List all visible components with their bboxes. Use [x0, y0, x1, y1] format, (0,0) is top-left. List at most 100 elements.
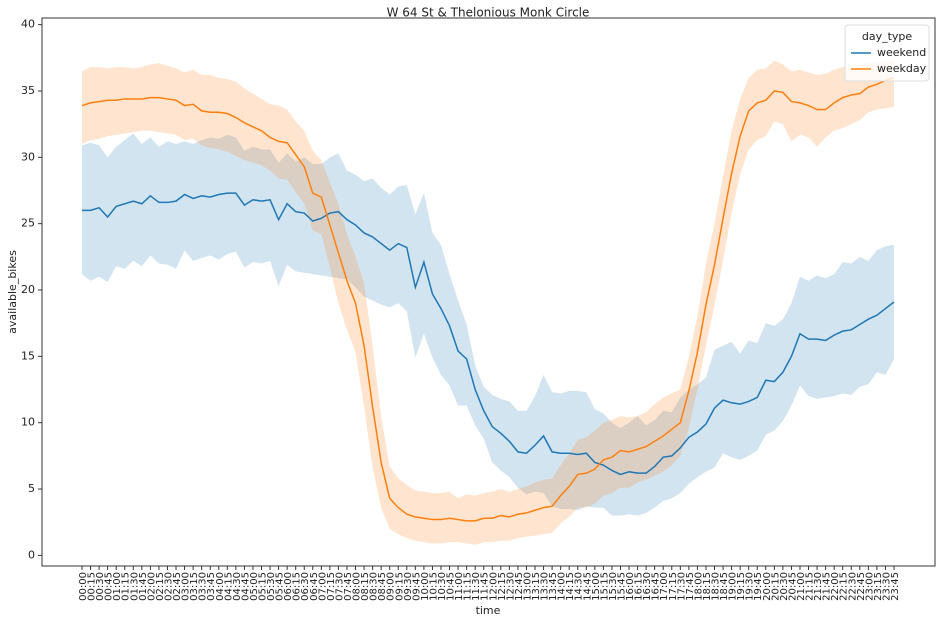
x-tick-label: 05:15	[257, 572, 268, 601]
legend-label: weekend	[877, 46, 926, 59]
confidence-band	[82, 133, 894, 516]
legend-label: weekday	[877, 62, 927, 75]
x-tick-label: 07:45	[343, 572, 354, 601]
x-tick-label: 17:30	[676, 572, 687, 601]
x-tick-label: 18:15	[702, 572, 713, 601]
x-tick-label: 09:15	[394, 572, 405, 601]
x-tick-label: 18:30	[711, 572, 722, 601]
x-tick-label: 15:00	[591, 572, 602, 601]
legend-box	[844, 24, 930, 82]
x-tick-label: 17:15	[668, 572, 679, 601]
x-tick-label: 07:00	[317, 572, 328, 601]
y-tick-label: 40	[21, 18, 35, 31]
y-axis-label: available_bikes	[6, 250, 19, 334]
series-line	[82, 192, 895, 476]
x-tick-label: 09:30	[403, 572, 414, 601]
x-tick-label: 16:45	[651, 572, 662, 601]
x-tick-label: 15:45	[616, 572, 627, 601]
x-tick-label: 06:30	[300, 572, 311, 601]
confidence-band	[82, 60, 894, 545]
x-tick-label: 12:30	[505, 572, 516, 601]
x-tick-label: 16:00	[625, 572, 636, 601]
x-tick-label: 01:45	[138, 572, 149, 601]
x-tick-label: 16:15	[634, 572, 645, 601]
x-tick-label: 12:45	[514, 572, 525, 601]
series-line	[81, 76, 895, 522]
x-tick-label: 03:30	[198, 572, 209, 601]
x-tick-label: 11:30	[471, 572, 482, 601]
y-tick-label: 15	[21, 349, 35, 362]
x-tick-label: 03:45	[206, 572, 217, 601]
x-tick-label: 23:45	[890, 572, 901, 601]
x-tick-label: 13:15	[531, 572, 542, 601]
x-tick-label: 04:45	[240, 572, 251, 601]
x-tick-label: 21:45	[822, 572, 833, 601]
x-tick-label: 17:00	[659, 572, 670, 601]
x-tick-label: 03:00	[181, 572, 192, 601]
x-tick-label: 14:30	[574, 572, 585, 601]
x-tick-label: 12:00	[488, 572, 499, 601]
x-tick-label: 01:30	[129, 572, 140, 601]
x-tick-label: 02:00	[146, 572, 157, 601]
x-tick-label: 00:00	[78, 572, 89, 601]
x-tick-label: 13:00	[522, 572, 533, 601]
y-tick-label: 0	[28, 548, 35, 561]
plot-area	[42, 18, 935, 566]
x-tick-label: 23:15	[873, 572, 884, 601]
x-tick-label: 02:45	[172, 572, 183, 601]
x-tick-label: 20:45	[787, 572, 798, 601]
x-tick-label: 05:45	[275, 572, 286, 601]
x-tick-label: 22:00	[830, 572, 841, 601]
x-tick-label: 20:00	[762, 572, 773, 601]
x-tick-label: 20:15	[770, 572, 781, 601]
x-tick-label: 05:00	[249, 572, 260, 601]
x-tick-label: 02:30	[163, 572, 174, 601]
x-tick-label: 18:00	[693, 572, 704, 601]
x-tick-label: 21:30	[813, 572, 824, 601]
y-tick-label: 5	[28, 482, 35, 495]
x-tick-label: 10:00	[420, 572, 431, 601]
x-tick-label: 19:15	[736, 572, 747, 601]
x-tick-label: 13:30	[540, 572, 551, 601]
x-tick-label: 23:30	[881, 572, 892, 601]
x-tick-label: 14:15	[565, 572, 576, 601]
y-tick-label: 35	[21, 84, 35, 97]
x-tick-label: 11:00	[454, 572, 465, 601]
x-tick-label: 14:45	[582, 572, 593, 601]
legend-title: day_type	[862, 30, 913, 43]
x-tick-label: 19:45	[753, 572, 764, 601]
x-tick-label: 16:30	[642, 572, 653, 601]
x-tick-label: 04:30	[232, 572, 243, 601]
y-tick-label: 25	[21, 217, 35, 230]
x-tick-label: 00:15	[87, 572, 98, 601]
plot-frame	[41, 17, 936, 567]
x-tick-label: 08:45	[377, 572, 388, 601]
x-tick-label: 10:45	[446, 572, 457, 601]
x-tick-label: 09:45	[411, 572, 422, 601]
x-tick-label: 00:30	[95, 572, 106, 601]
x-tick-label: 07:15	[326, 572, 337, 601]
x-tick-label: 00:45	[104, 572, 115, 601]
x-tick-label: 22:30	[847, 572, 858, 601]
x-axis-label: time	[476, 604, 501, 617]
x-tick-label: 15:30	[608, 572, 619, 601]
x-tick-label: 13:45	[548, 572, 559, 601]
y-tick-label: 20	[21, 283, 35, 296]
x-tick-label: 01:15	[121, 572, 132, 601]
x-tick-label: 06:15	[292, 572, 303, 601]
x-tick-label: 08:15	[360, 572, 371, 601]
x-tick-label: 08:00	[352, 572, 363, 601]
x-tick-label: 01:00	[112, 572, 123, 601]
x-tick-label: 22:45	[856, 572, 867, 601]
x-tick-label: 10:30	[437, 572, 448, 601]
x-tick-label: 21:15	[805, 572, 816, 601]
y-tick-label: 30	[21, 150, 35, 163]
x-tick-label: 06:00	[283, 572, 294, 601]
x-tick-label: 19:30	[745, 572, 756, 601]
x-tick-label: 10:15	[428, 572, 439, 601]
x-tick-label: 22:15	[839, 572, 850, 601]
x-tick-label: 21:00	[796, 572, 807, 601]
x-tick-label: 03:15	[189, 572, 200, 601]
